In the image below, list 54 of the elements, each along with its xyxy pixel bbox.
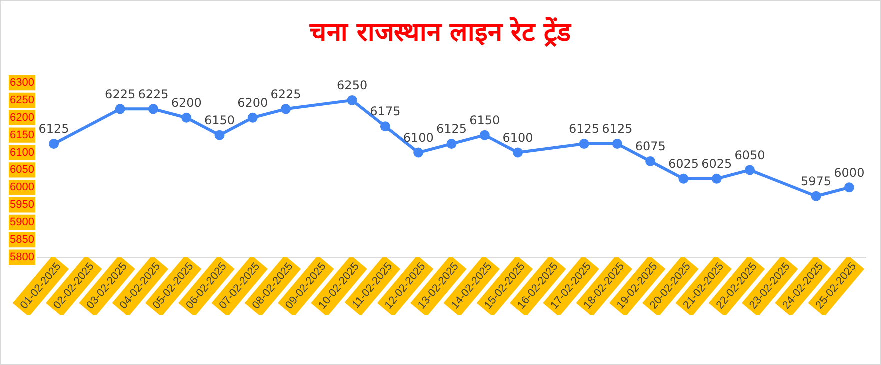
point [712, 174, 722, 184]
data-label: 6125 [38, 122, 70, 136]
y-tick-label: 5900 [10, 216, 34, 229]
y-tick-label: 5800 [10, 251, 34, 264]
point [281, 104, 292, 114]
point [612, 139, 622, 150]
point [347, 95, 358, 106]
y-tick-label: 6050 [10, 164, 34, 176]
data-label: 6125 [602, 122, 633, 136]
data-label: 6000 [834, 166, 865, 180]
data-label: 6150 [204, 113, 236, 128]
y-tick-label: 5850 [10, 234, 34, 246]
data-label: 6250 [337, 78, 368, 93]
data-label: 6225 [138, 87, 169, 102]
chart-title: चना राजस्थान लाइन रेट ट्रेंड [308, 16, 573, 49]
data-label: 6175 [370, 104, 401, 119]
data-label: 6225 [105, 87, 136, 102]
data-label: 6125 [436, 122, 468, 136]
point [248, 112, 258, 123]
y-tick-label: 5950 [10, 199, 34, 212]
data-label: 6050 [734, 148, 766, 162]
data-label: 6200 [171, 96, 202, 110]
point [214, 130, 225, 140]
data-label: 6025 [702, 157, 732, 172]
point [678, 174, 689, 184]
data-label: 6150 [470, 113, 500, 128]
point [745, 165, 756, 176]
y-tick-label: 6100 [10, 146, 34, 159]
point [446, 139, 457, 150]
point [646, 156, 656, 166]
point [115, 104, 126, 114]
data-label: 6100 [502, 130, 534, 145]
point [380, 122, 390, 132]
y-tick-label: 6150 [10, 129, 34, 142]
y-tick-label: 6300 [10, 77, 34, 90]
data-label: 6025 [668, 157, 699, 172]
data-label: 6100 [403, 130, 434, 145]
point [414, 148, 424, 158]
y-tick-label: 6200 [10, 112, 34, 124]
data-label: 6075 [635, 140, 666, 154]
y-tick-label: 6000 [10, 182, 34, 194]
point [480, 130, 490, 140]
point [579, 139, 590, 150]
point [182, 112, 192, 123]
point [811, 191, 822, 202]
point [513, 148, 524, 158]
point [148, 104, 158, 114]
data-label: 6125 [569, 122, 600, 136]
point [844, 182, 854, 193]
data-label: 6225 [270, 87, 302, 102]
y-tick-label: 6250 [10, 94, 34, 106]
data-label: 6200 [238, 96, 268, 110]
data-label: 5975 [801, 174, 832, 188]
point [49, 139, 60, 150]
